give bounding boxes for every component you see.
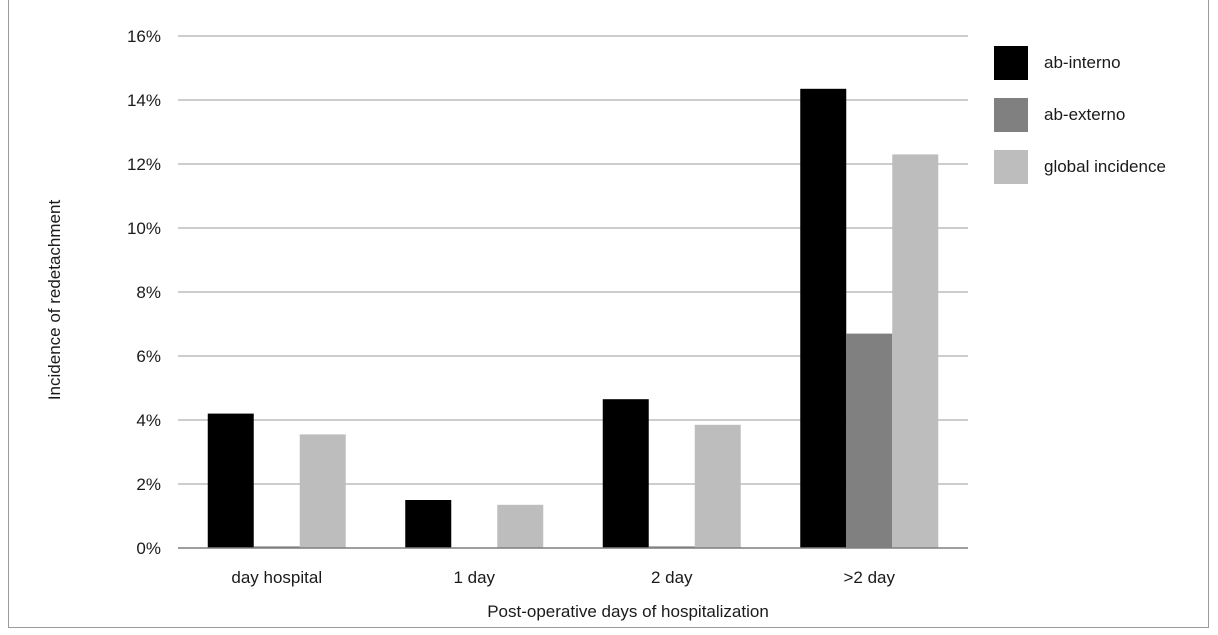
x-tick-label: >2 day bbox=[843, 568, 895, 587]
y-tick-label: 14% bbox=[127, 91, 161, 110]
x-tick-label: day hospital bbox=[231, 568, 322, 587]
bar-ab-externo bbox=[648, 546, 695, 548]
bar-ab-externo bbox=[846, 333, 893, 548]
x-axis-label: Post-operative days of hospitalization bbox=[487, 602, 769, 621]
bar-ab-interno bbox=[405, 500, 452, 548]
legend-swatch bbox=[994, 46, 1028, 80]
y-tick-labels: 0% 2% 4% 6% 8% 10% 12% 14% 16% bbox=[127, 27, 161, 558]
legend-swatch bbox=[994, 98, 1028, 132]
x-tick-label: 2 day bbox=[651, 568, 693, 587]
bar-ab-interno bbox=[800, 88, 847, 549]
bar-global-incidence bbox=[299, 434, 346, 548]
legend-label: global incidence bbox=[1044, 157, 1166, 176]
y-tick-label: 2% bbox=[136, 475, 161, 494]
bar-ab-externo bbox=[253, 546, 300, 548]
legend-label: ab-interno bbox=[1044, 53, 1121, 72]
legend-swatch bbox=[994, 150, 1028, 184]
y-tick-label: 0% bbox=[136, 539, 161, 558]
bar-ab-interno bbox=[602, 399, 649, 548]
y-axis-label: Incidence of redetachment bbox=[45, 200, 64, 401]
y-tick-label: 12% bbox=[127, 155, 161, 174]
x-tick-labels: day hospital 1 day 2 day >2 day bbox=[231, 568, 895, 587]
x-tick-label: 1 day bbox=[453, 568, 495, 587]
bar-global-incidence bbox=[892, 154, 939, 548]
chart-frame bbox=[8, 0, 1209, 628]
y-tick-label: 4% bbox=[136, 411, 161, 430]
legend-label: ab-externo bbox=[1044, 105, 1125, 124]
y-tick-label: 6% bbox=[136, 347, 161, 366]
bars bbox=[207, 88, 939, 549]
legend: ab-interno ab-externo global incidence bbox=[994, 46, 1166, 184]
y-tick-label: 10% bbox=[127, 219, 161, 238]
y-tick-label: 8% bbox=[136, 283, 161, 302]
bar-ab-interno bbox=[207, 413, 254, 548]
bar-global-incidence bbox=[497, 504, 544, 548]
y-tick-label: 16% bbox=[127, 27, 161, 46]
bar-global-incidence bbox=[694, 424, 741, 548]
